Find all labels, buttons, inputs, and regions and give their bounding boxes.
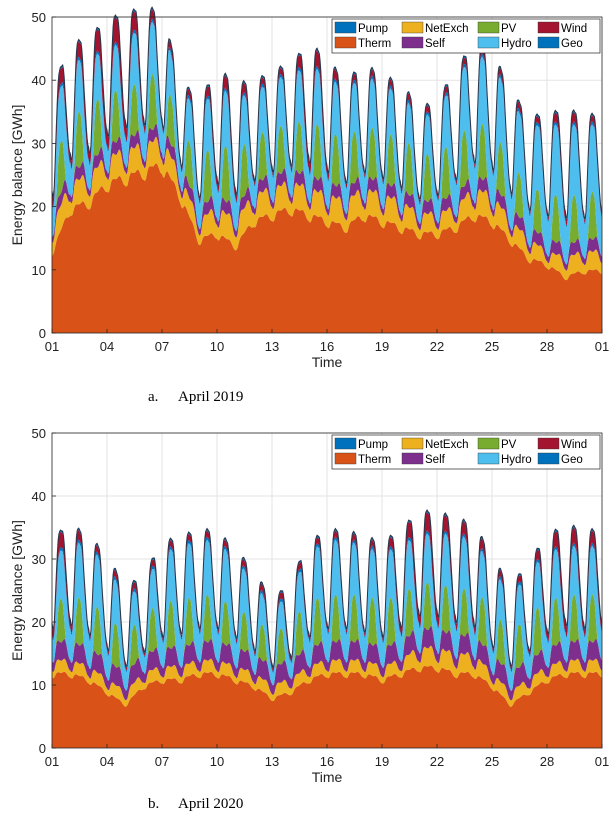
x-tick-label: 22 [430, 754, 444, 769]
area-series-wind [52, 9, 602, 225]
x-tick-label: 10 [210, 339, 224, 354]
y-tick-label: 50 [32, 10, 46, 25]
legend-swatch-self [401, 36, 424, 49]
area-series-netexch [52, 645, 602, 707]
area-series-self [52, 625, 602, 701]
area-series-therm [52, 665, 602, 748]
area-series-hydro [52, 533, 602, 691]
x-tick-label: 01 [45, 339, 59, 354]
area-series-netexch [52, 136, 602, 281]
area-series-pv [52, 582, 602, 691]
legend-swatch-netexch [401, 437, 424, 450]
x-tick-label: 07 [155, 754, 169, 769]
area-series-self [52, 123, 602, 271]
y-tick-label: 10 [32, 678, 46, 693]
x-tick-label: 19 [375, 754, 389, 769]
legend-label-therm: Therm [358, 38, 391, 50]
y-tick-label: 40 [32, 489, 46, 504]
legend-swatch-geo [537, 36, 560, 49]
stack-top-outline [51, 509, 603, 668]
y-tick-label: 20 [32, 200, 46, 215]
legend-swatch-self [401, 452, 424, 465]
x-tick-label: 16 [320, 339, 334, 354]
legend-label-netexch: NetExch [425, 23, 468, 35]
y-tick-label: 20 [32, 615, 46, 630]
x-tick-label: 28 [540, 339, 554, 354]
area-series-hydro [52, 21, 602, 265]
x-tick-label: 16 [320, 754, 334, 769]
y-tick-label: 0 [39, 326, 46, 341]
y-axis-label: Energy balance [GWh] [9, 105, 25, 246]
area-series-therm [52, 163, 602, 333]
chart-2019: 0 10 20 30 40 50 01 04 07 10 13 16 19 22 25 28 01 Time Ene… [9, 6, 609, 370]
legend-swatch-pump [334, 437, 357, 450]
legend-label-pv: PV [501, 23, 517, 35]
x-tick-label: 22 [430, 339, 444, 354]
stack-top-outline [51, 6, 603, 219]
y-tick-label: 0 [39, 741, 46, 756]
legend-label-netexch: NetExch [425, 439, 468, 451]
legend-swatch-pump [334, 21, 357, 34]
legend-label-therm: Therm [358, 454, 391, 466]
x-tick-label: 10 [210, 754, 224, 769]
caption-2020: b. April 2020 [148, 796, 244, 812]
legend-label-hydro: Hydro [501, 38, 532, 50]
legend-label-geo: Geo [561, 38, 583, 50]
legend-label-pump: Pump [358, 439, 388, 451]
legend-swatch-hydro [477, 452, 500, 465]
chart-panel-2020: 0 10 20 30 40 50 01 04 07 10 13 16 19 22 25 28 01 Time Ene… [0, 420, 613, 818]
x-tick-label: 04 [100, 754, 114, 769]
y-axis-label: Energy balance [GWh] [9, 520, 25, 661]
legend-label-hydro: Hydro [501, 454, 532, 466]
x-tick-label: 25 [485, 754, 499, 769]
x-tick-label: 25 [485, 339, 499, 354]
legend-label-pump: Pump [358, 23, 388, 35]
x-tick-label: 01 [595, 754, 609, 769]
legend-swatch-pv [477, 437, 500, 450]
x-axis-label: Time [312, 769, 343, 785]
x-tick-label: 07 [155, 339, 169, 354]
legend-label-wind: Wind [561, 439, 587, 451]
x-tick-label: 19 [375, 339, 389, 354]
chart-2020: 0 10 20 30 40 50 01 04 07 10 13 16 19 22 25 28 01 Time Ene… [9, 426, 609, 785]
legend-swatch-netexch [401, 21, 424, 34]
x-tick-label: 04 [100, 339, 114, 354]
legend-label-self: Self [425, 454, 446, 466]
y-tick-label: 30 [32, 136, 46, 151]
legend-label-geo: Geo [561, 454, 583, 466]
legend-label-wind: Wind [561, 23, 587, 35]
x-axis-label: Time [312, 354, 343, 370]
x-tick-label: 13 [265, 754, 279, 769]
legend-swatch-geo [537, 452, 560, 465]
y-tick-label: 40 [32, 73, 46, 88]
caption-2019: a. April 2019 [148, 389, 244, 405]
legend-swatch-wind [537, 437, 560, 450]
x-tick-label: 28 [540, 754, 554, 769]
x-tick-label: 01 [45, 754, 59, 769]
legend-swatch-therm [334, 36, 357, 49]
y-tick-label: 30 [32, 552, 46, 567]
legend-swatch-wind [537, 21, 560, 34]
y-tick-label: 10 [32, 263, 46, 278]
legend-swatch-therm [334, 452, 357, 465]
x-tick-label: 13 [265, 339, 279, 354]
x-tick-label: 01 [595, 339, 609, 354]
chart-panel-2019: 0 10 20 30 40 50 01 04 07 10 13 16 19 22 25 28 01 Time Ene… [0, 0, 613, 385]
legend-swatch-pv [477, 21, 500, 34]
legend-label-pv: PV [501, 439, 517, 451]
legend-label-self: Self [425, 38, 446, 50]
legend-swatch-hydro [477, 36, 500, 49]
y-tick-label: 50 [32, 426, 46, 441]
